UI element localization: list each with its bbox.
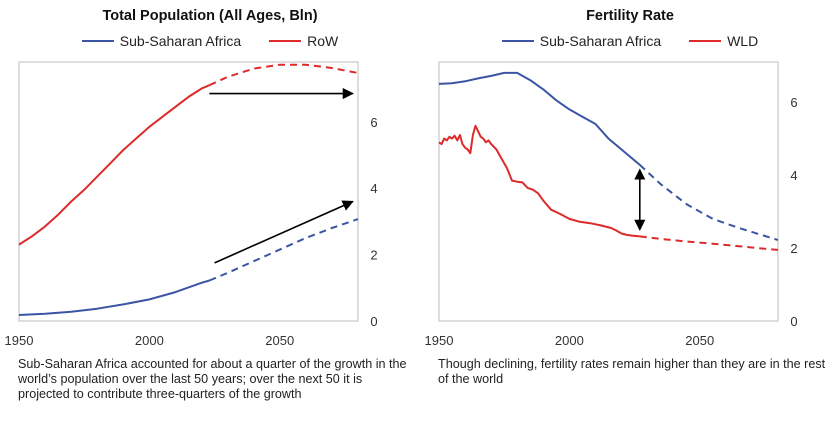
plot-frame [438,61,779,322]
population-panel: Total Population (All Ages, Bln) Sub-Sah… [0,8,420,401]
chart-legend: Sub-Saharan Africa WLD [420,33,840,49]
y-tick-label: 0 [790,314,797,329]
legend-item-ssa: Sub-Saharan Africa [81,33,242,49]
y-tick-label: 6 [790,95,797,110]
y-tick-label: 2 [370,248,377,263]
series-line-row-historical [18,84,210,246]
series-line-sub-saharan-africa-projection [209,218,359,282]
legend-label-wld: WLD [727,33,759,49]
legend-item-ssa: Sub-Saharan Africa [501,33,662,49]
x-tick-label: 2050 [685,333,714,348]
chart-caption: Though declining, fertility rates remain… [438,357,826,386]
y-tick-label: 4 [370,181,377,196]
series-line-wld-projection [639,235,779,251]
x-tick-label: 2000 [555,333,584,348]
y-tick-label: 6 [370,115,377,130]
chart-legend: Sub-Saharan Africa RoW [0,33,420,49]
x-tick-label: 2050 [265,333,294,348]
legend-item-row: RoW [269,33,338,49]
legend-swatch-wld [689,40,722,43]
y-tick-label: 2 [790,241,797,256]
fertility-panel: Fertility Rate Sub-Saharan Africa WLD 19… [420,0,840,430]
series-line-sub-saharan-africa-historical [438,71,641,166]
series-line-wld-historical [438,124,640,238]
annotation-arrow [214,200,354,264]
legend-swatch-ssa [81,40,114,43]
series-line-sub-saharan-africa-historical [18,279,210,316]
legend-label-ssa: Sub-Saharan Africa [539,33,662,49]
chart-caption: Sub-Saharan Africa accounted for about a… [18,357,407,401]
chart-title: Fertility Rate [586,8,674,24]
legend-label-ssa: Sub-Saharan Africa [119,33,242,49]
legend-swatch-ssa [501,40,534,43]
chart-title: Total Population (All Ages, Bln) [102,8,318,24]
x-tick-label: 2000 [135,333,164,348]
plot-frame [18,61,359,322]
x-tick-label: 1950 [5,333,34,348]
y-tick-label: 4 [790,168,797,183]
population-plot: 1950 2000 2050 0 2 4 6 [5,61,378,348]
x-tick-label: 1950 [425,333,454,348]
fertility-plot: 1950 2000 2050 0 2 4 6 [425,61,798,348]
series-line-row-projection [208,63,359,87]
y-tick-label: 0 [370,314,377,329]
legend-item-wld: WLD [689,33,758,49]
series-line-sub-saharan-africa-projection [639,164,779,241]
legend-swatch-row [269,40,302,43]
legend-label-row: RoW [307,33,339,49]
